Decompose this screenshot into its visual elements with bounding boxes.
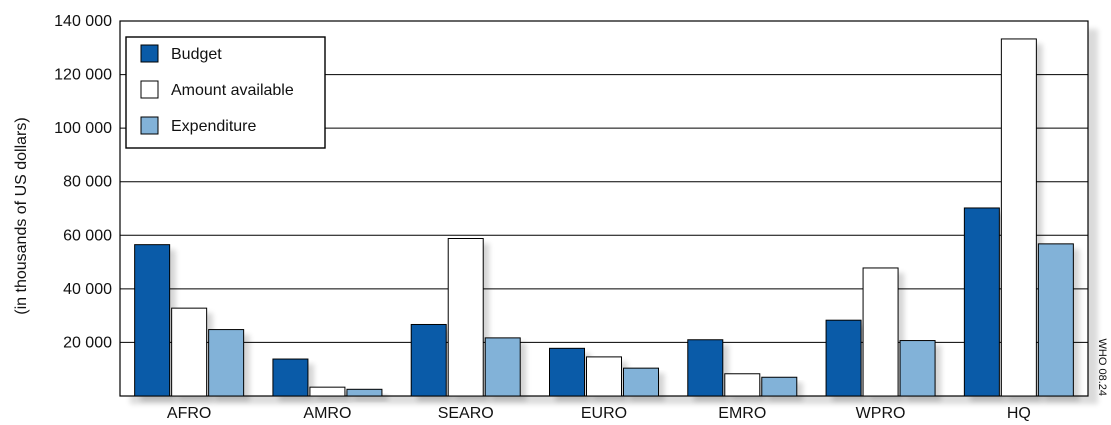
legend-swatch-expenditure xyxy=(140,116,159,135)
x-tick-label-hq: HQ xyxy=(1007,405,1031,422)
bar-budget-amro xyxy=(272,358,309,397)
bar-budget-hq xyxy=(963,207,1000,397)
y-tick-label-0: 20 000 xyxy=(63,334,112,351)
x-tick-label-euro: EURO xyxy=(581,405,627,422)
bar-amount-available-euro xyxy=(586,356,622,397)
x-tick-label-searo: SEARO xyxy=(438,405,494,422)
bar-amount-available-searo xyxy=(447,238,484,397)
y-tick-label-2: 60 000 xyxy=(63,227,112,244)
bar-amount-available-hq xyxy=(1000,38,1037,397)
legend-label-amount-available: Amount available xyxy=(171,82,294,99)
x-tick-label-emro: EMRO xyxy=(718,405,766,422)
y-tick-label-4: 100 000 xyxy=(54,120,112,137)
legend-box xyxy=(125,36,326,149)
y-axis-ticks: 20 000 40 000 60 000 80 000 100 000 120 000 14… xyxy=(54,13,112,351)
bar-expenditure-wpro xyxy=(899,340,936,397)
bar-amount-available-amro xyxy=(309,386,346,397)
bar-expenditure-afro xyxy=(208,329,245,397)
bar-amount-available-afro xyxy=(171,307,208,397)
y-tick-label-6: 140 000 xyxy=(54,13,112,30)
bar-budget-wpro xyxy=(825,319,862,397)
bar-expenditure-emro xyxy=(761,376,798,397)
bar-budget-searo xyxy=(410,323,447,397)
bar-expenditure-searo xyxy=(484,337,521,397)
bar-shadow-amount-available-amro xyxy=(315,392,351,401)
bar-expenditure-euro xyxy=(623,367,659,397)
bar-expenditure-hq xyxy=(1037,243,1074,397)
x-tick-label-afro: AFRO xyxy=(167,405,211,422)
y-tick-label-3: 80 000 xyxy=(63,174,112,191)
bars xyxy=(134,38,1080,401)
y-tick-label-1: 40 000 xyxy=(63,281,112,298)
bar-budget-euro xyxy=(549,347,585,397)
legend-label-expenditure: Expenditure xyxy=(171,118,256,135)
bar-amount-available-emro xyxy=(724,373,761,397)
bar-amount-available-wpro xyxy=(862,267,899,397)
x-axis-ticks: AFRO AMRO SEARO EURO EMRO WPRO HQ xyxy=(167,405,1031,422)
legend-label-budget: Budget xyxy=(171,46,222,63)
legend: Budget Amount available Expenditure xyxy=(125,36,326,149)
y-tick-label-5: 120 000 xyxy=(54,67,112,84)
bar-shadow-expenditure-amro xyxy=(352,394,388,401)
legend-swatch-budget xyxy=(140,44,159,63)
bar-budget-emro xyxy=(687,339,724,397)
bar-expenditure-amro xyxy=(346,388,383,397)
legend-swatch-amount-available xyxy=(140,80,159,99)
side-note: WHO 08.24 xyxy=(1096,339,1108,396)
x-tick-label-wpro: WPRO xyxy=(856,405,906,422)
bar-budget-afro xyxy=(134,244,171,397)
x-tick-label-amro: AMRO xyxy=(303,405,351,422)
y-axis-label: (in thousands of US dollars) xyxy=(13,117,30,314)
